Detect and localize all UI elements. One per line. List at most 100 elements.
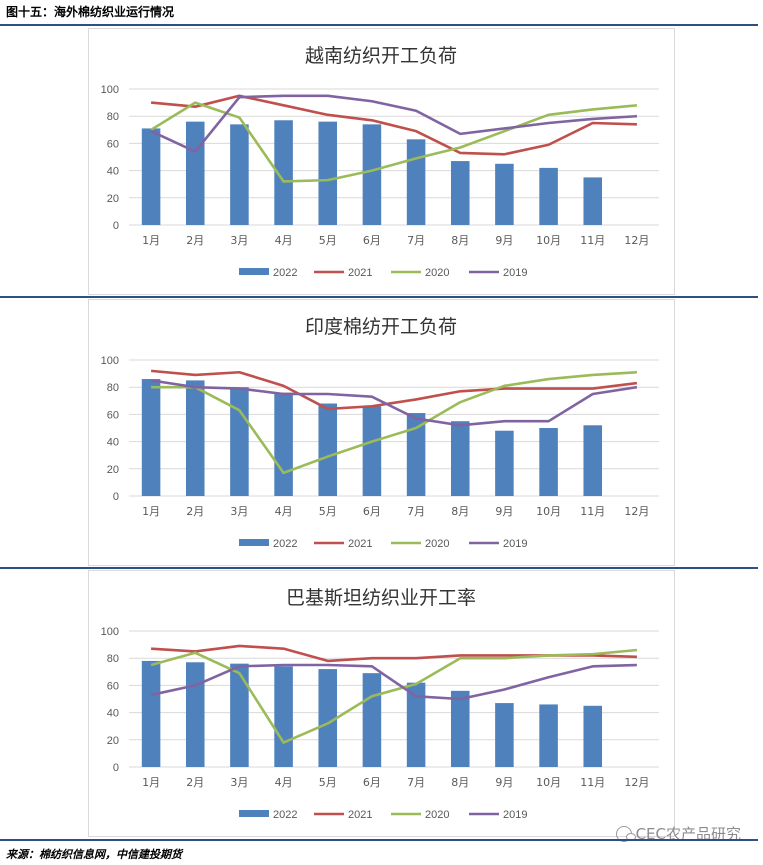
x-tick-label: 2月 — [186, 234, 204, 247]
line-2019 — [150, 94, 637, 153]
top-rule — [0, 24, 758, 26]
legend-label-2020: 2020 — [425, 538, 449, 550]
bar-2022 — [230, 387, 249, 496]
bar-2022 — [362, 673, 382, 767]
bar-2022 — [539, 428, 558, 496]
x-tick-label: 6月 — [363, 505, 381, 518]
x-tick-label: 4月 — [275, 234, 293, 247]
x-tick-label: 8月 — [451, 505, 469, 518]
x-tick-label: 10月 — [536, 234, 561, 247]
line-2019 — [150, 379, 638, 427]
legend-label-2021: 2021 — [348, 267, 372, 279]
y-tick-label: 0 — [113, 220, 119, 232]
x-tick-label: 7月 — [407, 234, 425, 247]
legend-label-2021: 2021 — [348, 538, 372, 550]
chart-title: 印度棉纺开工负荷 — [305, 316, 457, 338]
y-tick-label: 0 — [113, 491, 119, 503]
x-tick-label: 1月 — [142, 234, 160, 247]
legend-swatch-2022 — [239, 810, 269, 817]
y-tick-label: 100 — [101, 355, 119, 367]
y-tick-label: 60 — [107, 409, 119, 421]
x-tick-label: 5月 — [319, 776, 337, 789]
bar-2022 — [495, 703, 514, 767]
y-tick-label: 20 — [107, 735, 119, 747]
x-tick-label: 7月 — [407, 505, 425, 518]
legend-label-2022: 2022 — [273, 267, 297, 279]
bar-2022 — [141, 660, 161, 767]
x-tick-label: 1月 — [142, 776, 160, 789]
india-chart: 印度棉纺开工负荷 0 20 40 60 80 100 1月 2月 3月 4月 5月 6月 7月 8月 9月 10… — [101, 316, 659, 550]
x-tick-label: 12月 — [624, 234, 649, 247]
pakistan-chart: 巴基斯坦纺织业开工率 0 20 40 60 80 100 1月 2月 3月 4月 5月 6月 7月 8月 9月… — [101, 587, 659, 821]
bar-2022 — [406, 413, 426, 496]
x-tick-label: 10月 — [536, 505, 561, 518]
chart-title: 巴基斯坦纺织业开工率 — [286, 587, 476, 609]
y-tick-label: 0 — [113, 762, 119, 774]
legend-label-2022: 2022 — [273, 809, 297, 821]
bar-2022 — [274, 666, 293, 767]
bar-2022 — [318, 669, 338, 767]
x-tick-label: 2月 — [186, 776, 204, 789]
bar-2022 — [583, 425, 603, 496]
bar-2022 — [185, 662, 205, 767]
y-tick-label: 40 — [107, 708, 119, 720]
x-tick-label: 6月 — [363, 776, 381, 789]
bar-2022 — [539, 167, 558, 225]
line-2020 — [150, 101, 638, 183]
bottom-rule — [0, 839, 758, 841]
y-tick-label: 100 — [101, 626, 119, 638]
pakistan-chart-panel: 巴基斯坦纺织业开工率 0 20 40 60 80 100 1月 2月 3月 4月 5月 6月 7月 8月 9月… — [88, 570, 675, 837]
bar-2022 — [583, 705, 603, 767]
bar-2022 — [274, 392, 293, 496]
bar-2022 — [406, 139, 426, 225]
bar-2022 — [230, 663, 249, 767]
line-2020 — [151, 370, 637, 475]
figure-title: 图十五：海外棉纺织业运行情况 — [6, 5, 175, 19]
bar-2022 — [274, 120, 293, 225]
x-tick-label: 11月 — [580, 234, 605, 247]
bar-2022 — [185, 121, 205, 225]
x-tick-label: 2月 — [186, 505, 204, 518]
y-tick-label: 60 — [107, 680, 119, 692]
bar-2022 — [141, 128, 161, 225]
chart-title: 越南纺织开工负荷 — [305, 45, 457, 67]
watermark: CEC农产品研究 — [615, 823, 741, 844]
y-tick-label: 80 — [107, 653, 119, 665]
x-tick-label: 4月 — [275, 776, 293, 789]
x-tick-label: 3月 — [230, 234, 248, 247]
x-tick-label: 5月 — [319, 505, 337, 518]
x-tick-label: 9月 — [495, 505, 513, 518]
legend-label-2022: 2022 — [273, 538, 297, 550]
legend-label-2020: 2020 — [425, 267, 449, 279]
bar-2022 — [362, 406, 382, 496]
x-tick-label: 11月 — [580, 505, 605, 518]
legend-label-2021: 2021 — [348, 809, 372, 821]
bar-2022 — [318, 121, 338, 225]
bar-2022 — [318, 403, 338, 496]
bar-2022 — [450, 421, 470, 496]
line-2020 — [150, 648, 638, 744]
y-tick-label: 100 — [101, 84, 119, 96]
legend-label-2019: 2019 — [503, 267, 527, 279]
line-2021 — [150, 369, 638, 411]
y-tick-label: 20 — [107, 464, 119, 476]
bar-2022 — [539, 704, 558, 767]
x-tick-label: 12月 — [624, 505, 649, 518]
bar-2022 — [141, 379, 161, 496]
x-tick-label: 3月 — [230, 776, 248, 789]
india-chart-panel: 印度棉纺开工负荷 0 20 40 60 80 100 1月 2月 3月 4月 5月 6月 7月 8月 9月 10… — [88, 299, 675, 566]
vietnam-chart-panel: 越南纺织开工负荷 0 20 40 60 80 100 1月 2月 3月 4月 5月 6月 7月 8月 9月 10… — [88, 28, 675, 295]
x-tick-label: 1月 — [142, 505, 160, 518]
vietnam-chart: 越南纺织开工负荷 0 20 40 60 80 100 1月 2月 3月 4月 5月 6月 7月 8月 9月 10… — [101, 45, 659, 279]
x-tick-label: 8月 — [451, 234, 469, 247]
bar-2022 — [495, 163, 514, 225]
bar-2022 — [185, 380, 205, 496]
y-tick-label: 40 — [107, 166, 119, 178]
legend-swatch-2022 — [239, 268, 269, 275]
line-2021 — [150, 94, 637, 156]
y-tick-label: 40 — [107, 437, 119, 449]
x-tick-label: 12月 — [624, 776, 649, 789]
x-tick-label: 3月 — [230, 505, 248, 518]
bar-2022 — [230, 124, 249, 225]
bar-2022 — [362, 124, 382, 225]
